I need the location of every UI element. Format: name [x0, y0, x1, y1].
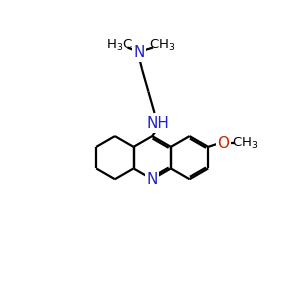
Text: CH$_3$: CH$_3$: [232, 136, 258, 151]
Text: N: N: [134, 45, 145, 60]
Text: N: N: [146, 172, 158, 187]
Text: NH: NH: [147, 116, 170, 131]
Text: O: O: [218, 136, 230, 151]
Text: CH$_3$: CH$_3$: [149, 38, 176, 53]
Text: H$_3$C: H$_3$C: [106, 38, 133, 53]
